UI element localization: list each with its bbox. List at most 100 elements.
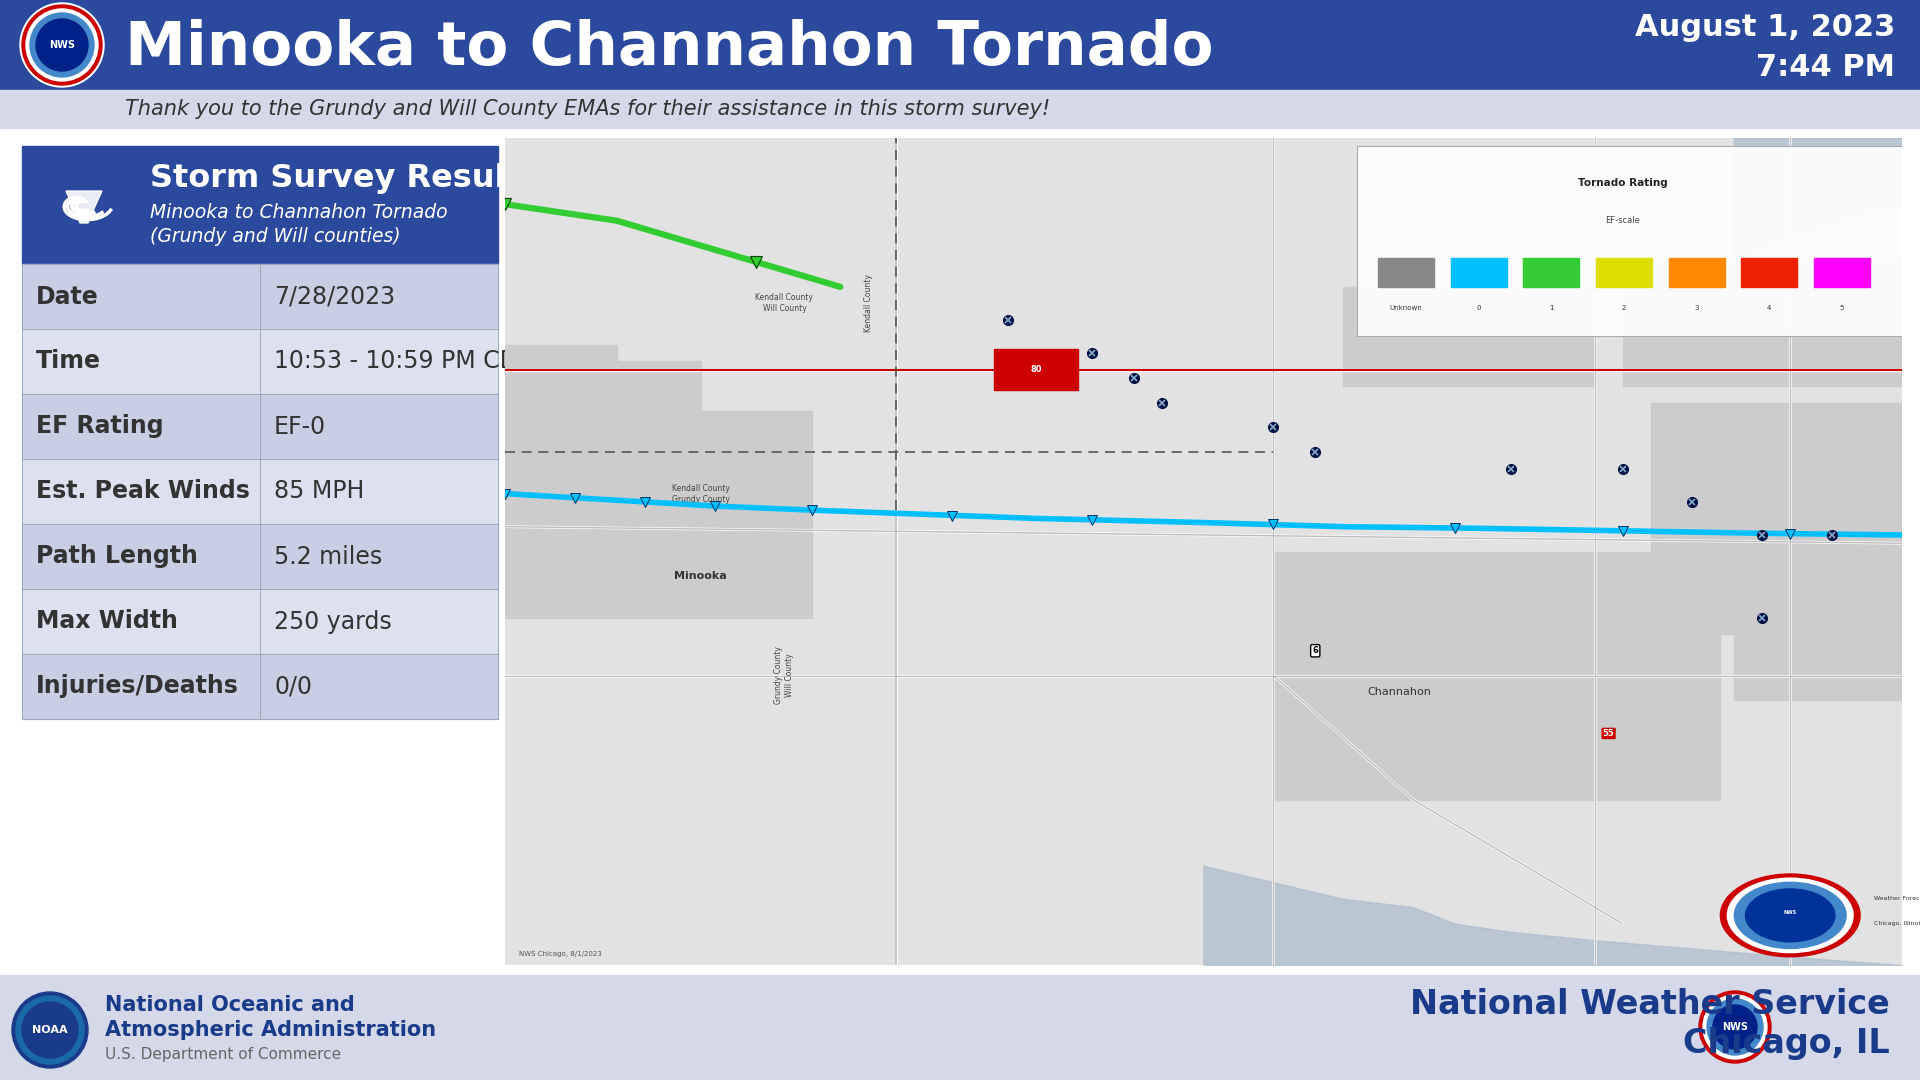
Bar [21, 264, 497, 329]
Text: Kendall County
Will County: Kendall County Will County [755, 294, 814, 313]
Circle shape [21, 5, 102, 85]
Bar [1668, 258, 1724, 287]
Bar [1651, 403, 1903, 568]
Circle shape [1728, 878, 1853, 953]
Bar [1273, 552, 1720, 799]
Text: Channahon: Channahon [1367, 687, 1430, 697]
Text: Chicago, IL: Chicago, IL [1684, 1026, 1889, 1059]
Bar [21, 146, 497, 264]
Polygon shape [65, 191, 102, 222]
Bar [995, 349, 1077, 390]
Bar [0, 129, 1920, 975]
Bar [1344, 717, 1482, 783]
Bar [1814, 258, 1870, 287]
Text: Kendall County: Kendall County [864, 274, 874, 333]
Circle shape [15, 996, 84, 1064]
Text: Injuries/Deaths: Injuries/Deaths [36, 675, 238, 699]
Circle shape [19, 3, 104, 87]
Text: Grundy County
Will County: Grundy County Will County [774, 647, 795, 704]
Text: NWS Chicago, 8/1/2023: NWS Chicago, 8/1/2023 [518, 950, 601, 957]
Text: Est. Peak Winds: Est. Peak Winds [36, 480, 250, 503]
Bar [1741, 258, 1797, 287]
Text: 2: 2 [1622, 305, 1626, 311]
Text: 80: 80 [1031, 365, 1043, 374]
Text: 0/0: 0/0 [275, 675, 311, 699]
Bar [1692, 552, 1903, 634]
Text: EF-0: EF-0 [275, 415, 326, 438]
Text: 7/28/2023: 7/28/2023 [275, 284, 396, 309]
Text: Chicago, Illinois: Chicago, Illinois [1874, 921, 1920, 927]
Circle shape [1703, 995, 1766, 1059]
Bar [0, 0, 1920, 90]
Bar [1379, 258, 1434, 287]
Text: 250 yards: 250 yards [275, 609, 392, 634]
Text: Minooka to Channahon Tornado: Minooka to Channahon Tornado [150, 203, 447, 221]
Text: 1: 1 [1549, 305, 1553, 311]
Text: EF Rating: EF Rating [36, 415, 163, 438]
Bar [21, 589, 497, 654]
Bar [21, 524, 497, 589]
Bar [616, 362, 701, 410]
Text: Minooka to Channahon Tornado: Minooka to Channahon Tornado [125, 18, 1213, 78]
Text: Path Length: Path Length [36, 544, 198, 568]
Text: 6: 6 [1313, 646, 1319, 656]
Circle shape [27, 9, 98, 81]
Text: 10:53 - 10:59 PM CDT: 10:53 - 10:59 PM CDT [275, 350, 532, 374]
Bar [21, 654, 497, 719]
Bar [505, 410, 812, 618]
Bar [21, 329, 497, 394]
Bar [21, 654, 497, 719]
Bar [1523, 258, 1580, 287]
Bar [21, 394, 497, 459]
Text: Time: Time [36, 350, 102, 374]
Text: Weather Forecast Office: Weather Forecast Office [1874, 896, 1920, 902]
Text: NWS: NWS [1784, 910, 1797, 916]
Circle shape [1713, 1005, 1757, 1049]
Text: 3: 3 [1693, 305, 1699, 311]
Text: Minooka: Minooka [674, 571, 728, 581]
Circle shape [1707, 999, 1763, 1055]
Text: Thank you to the Grundy and Will County EMAs for their assistance in this storm : Thank you to the Grundy and Will County … [125, 99, 1050, 119]
Bar [21, 394, 497, 459]
Circle shape [36, 19, 88, 71]
Text: U.S. Department of Commerce: U.S. Department of Commerce [106, 1048, 342, 1063]
Text: 55: 55 [1603, 729, 1615, 738]
Bar [0, 90, 1920, 129]
Text: 5: 5 [1839, 305, 1843, 311]
Bar [995, 349, 1077, 390]
Text: National Weather Service: National Weather Service [1411, 988, 1889, 1022]
Text: National Oceanic and: National Oceanic and [106, 995, 355, 1015]
Text: 0: 0 [1476, 305, 1480, 311]
Bar [21, 264, 497, 329]
Bar [505, 345, 616, 410]
Circle shape [12, 993, 88, 1068]
Text: Tornado Rating: Tornado Rating [1578, 178, 1667, 189]
Bar [1452, 258, 1507, 287]
Polygon shape [1734, 138, 1903, 262]
Text: Storm Survey Results: Storm Survey Results [150, 162, 540, 193]
Text: Max Width: Max Width [36, 609, 179, 634]
Text: Unknown: Unknown [1390, 305, 1423, 311]
Text: NOAA: NOAA [33, 1025, 67, 1035]
Bar [1357, 146, 1916, 337]
Bar [21, 459, 497, 524]
Circle shape [1720, 874, 1860, 957]
Text: (Grundy and Will counties): (Grundy and Will counties) [150, 228, 401, 246]
Text: 7:44 PM: 7:44 PM [1757, 53, 1895, 81]
Text: EF-scale: EF-scale [1605, 216, 1640, 226]
Bar [1596, 258, 1651, 287]
Text: Kendall County
Grundy County: Kendall County Grundy County [672, 484, 730, 503]
Bar [21, 329, 497, 394]
Bar [21, 459, 497, 524]
Bar [505, 410, 645, 494]
Text: NWS: NWS [1722, 1022, 1747, 1032]
Bar [1357, 146, 1916, 337]
Circle shape [31, 13, 94, 77]
Text: 85 MPH: 85 MPH [275, 480, 365, 503]
Text: 5.2 miles: 5.2 miles [275, 544, 382, 568]
Bar [1344, 287, 1596, 387]
Text: 4: 4 [1766, 305, 1772, 311]
Bar [21, 589, 497, 654]
Circle shape [21, 1002, 79, 1058]
Bar [1622, 262, 1903, 387]
